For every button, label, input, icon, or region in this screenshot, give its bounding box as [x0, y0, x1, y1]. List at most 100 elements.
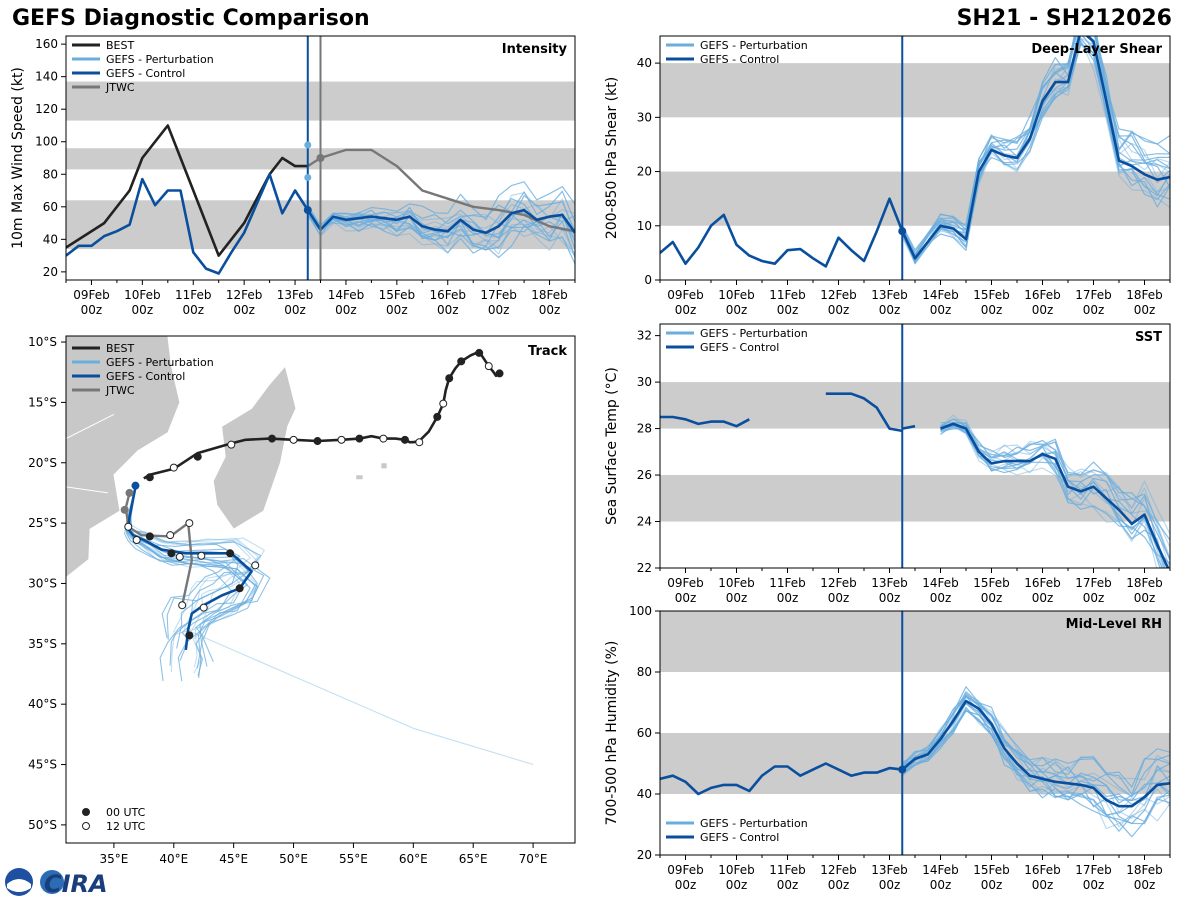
- x-tick-day-label: 13Feb: [277, 288, 314, 302]
- perturbation-track: [125, 486, 251, 682]
- control-series: [825, 392, 903, 433]
- best-12utc-point: [169, 463, 178, 472]
- perturbation-series: [901, 43, 1170, 265]
- y-tick-label: 100: [35, 135, 58, 149]
- x-tick-hour-label: 00z: [539, 303, 561, 317]
- legend-label: GEFS - Control: [106, 370, 185, 383]
- perturbation-series: [307, 213, 575, 255]
- x-tick-day-label: 17Feb: [1075, 863, 1112, 877]
- legend-label: GEFS - Perturbation: [106, 53, 214, 66]
- x-tick-day-label: 15Feb: [973, 863, 1010, 877]
- legend-label: GEFS - Control: [700, 341, 779, 354]
- x-tick-day-label: 13Feb: [871, 863, 908, 877]
- y-tick-label: 25°S: [28, 516, 57, 530]
- y-tick-label: 40: [637, 787, 652, 801]
- x-tick-label: 70°E: [519, 852, 548, 866]
- x-tick-hour-label: 00z: [777, 303, 799, 317]
- perturbation-series: [307, 209, 575, 240]
- plot-frame: [65, 335, 576, 844]
- best-12utc-point: [289, 435, 298, 444]
- legend-label: JTWC: [105, 384, 135, 397]
- best-00utc-point: [267, 434, 276, 443]
- best-00utc-point: [145, 473, 154, 482]
- x-tick-hour-label: 00z: [726, 591, 748, 605]
- y-tick-label: 45°S: [28, 758, 57, 772]
- x-tick-day-label: 15Feb: [973, 576, 1010, 590]
- panel-title: Deep-Layer Shear: [1031, 42, 1162, 57]
- x-tick-hour-label: 00z: [1134, 591, 1156, 605]
- legend-label: GEFS - Control: [700, 53, 779, 66]
- x-tick-day-label: 18Feb: [531, 288, 568, 302]
- threshold-band: [660, 171, 1170, 226]
- y-tick-label: 32: [637, 329, 652, 343]
- reunion-island: [355, 474, 364, 481]
- y-tick-label: 50°S: [28, 818, 57, 832]
- x-tick-hour-label: 00z: [81, 303, 103, 317]
- madagascar-landmass: [212, 365, 297, 530]
- logo-text: CIRA: [44, 870, 108, 898]
- perturbation-series: [901, 709, 1170, 825]
- panel-title: SST: [1135, 330, 1162, 345]
- plot-area: [66, 36, 575, 280]
- y-tick-label: 20: [637, 165, 652, 179]
- x-tick-day-label: 15Feb: [379, 288, 416, 302]
- control-series: [940, 422, 1170, 568]
- y-tick-label: 100: [629, 604, 652, 618]
- y-tick-label: 10: [637, 219, 652, 233]
- x-tick-day-label: 14Feb: [328, 288, 365, 302]
- legend-label: BEST: [106, 342, 134, 355]
- x-tick-hour-label: 00z: [879, 591, 901, 605]
- x-tick-day-label: 16Feb: [429, 288, 466, 302]
- best-12utc-point: [484, 362, 493, 371]
- y-tick-label: 140: [35, 70, 58, 84]
- y-tick-label: 26: [637, 468, 652, 482]
- x-tick-hour-label: 00z: [1134, 878, 1156, 892]
- legend-label: GEFS - Perturbation: [700, 39, 808, 52]
- perturbation-series: [901, 36, 1170, 259]
- panel-intensity: 2040608010012014016009Feb00z10Feb00z11Fe…: [10, 35, 576, 317]
- legend-label: JTWC: [105, 81, 135, 94]
- best-00utc-point: [313, 437, 322, 446]
- best-12utc-point: [379, 434, 388, 443]
- control-00utc-point: [235, 584, 244, 593]
- best-track: [143, 350, 501, 480]
- x-tick-hour-label: 00z: [1083, 878, 1105, 892]
- legend-label: GEFS - Perturbation: [700, 327, 808, 340]
- perturbation-series: [307, 181, 575, 229]
- x-tick-day-label: 11Feb: [175, 288, 212, 302]
- point-legend-label: 12 UTC: [106, 820, 146, 833]
- jtwc-12utc-point: [166, 531, 175, 540]
- africa-landmass: [66, 336, 181, 578]
- x-tick-hour-label: 00z: [879, 878, 901, 892]
- x-tick-day-label: 16Feb: [1024, 288, 1061, 302]
- y-tick-label: 120: [35, 102, 58, 116]
- perturbation-series: [901, 707, 1170, 838]
- perturbation-init-point: [304, 141, 312, 149]
- y-tick-label: 40°S: [28, 697, 57, 711]
- x-tick-day-label: 10Feb: [718, 576, 755, 590]
- legend-label: GEFS - Perturbation: [700, 817, 808, 830]
- x-tick-day-label: 11Feb: [769, 576, 806, 590]
- y-tick-label: 10°S: [28, 335, 57, 349]
- x-tick-day-label: 10Feb: [718, 288, 755, 302]
- legend-label: GEFS - Control: [700, 831, 779, 844]
- plot-frame: [659, 323, 1171, 569]
- perturbation-init-point: [304, 174, 312, 182]
- storm-id-title: SH21 - SH212026: [956, 6, 1172, 31]
- y-tick-label: 20: [637, 848, 652, 862]
- y-tick-label: 80: [637, 665, 652, 679]
- map-area: [66, 336, 534, 766]
- perturbation-series: [307, 215, 575, 265]
- x-tick-hour-label: 00z: [828, 591, 850, 605]
- legend-label: GEFS - Control: [106, 67, 185, 80]
- x-tick-day-label: 18Feb: [1126, 288, 1163, 302]
- y-tick-label: 0: [644, 273, 652, 287]
- y-tick-label: 24: [637, 515, 652, 529]
- best-12utc-point: [439, 399, 448, 408]
- panel-track: 35°E 40°E 45°E 50°E 55°E 60°E 65°E 70°E 10°S 15°S…: [28, 335, 576, 866]
- perturbation-series: [940, 418, 1170, 535]
- x-tick-hour-label: 00z: [1083, 591, 1105, 605]
- point-legend-marker: [82, 822, 90, 830]
- x-tick-day-label: 10Feb: [718, 863, 755, 877]
- jtwc-init-point: [316, 154, 325, 162]
